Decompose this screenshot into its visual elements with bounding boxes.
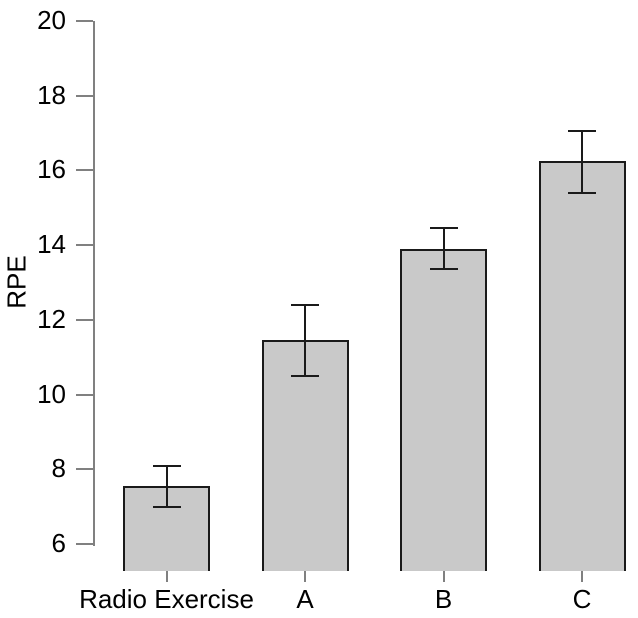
error-bar-cap-top-a — [291, 303, 319, 306]
y-axis-tick — [76, 169, 93, 172]
error-bar-line-b — [442, 228, 445, 270]
x-axis-tick-c — [581, 571, 583, 582]
error-bar-line-radio-exercise — [165, 465, 168, 507]
bar-a — [261, 340, 349, 571]
y-axis-tick — [76, 318, 93, 321]
y-axis-tick-label: 16 — [37, 154, 66, 185]
y-axis-tick-label: 8 — [51, 453, 66, 484]
x-axis-label-c: C — [572, 584, 592, 614]
error-bar-cap-top-radio-exercise — [152, 464, 181, 467]
error-bar-cap-bottom-c — [568, 191, 596, 194]
y-axis-tick-label: 20 — [37, 4, 66, 35]
y-axis-line — [93, 21, 95, 546]
error-bar-cap-bottom-a — [291, 374, 319, 377]
y-axis-tick — [76, 244, 93, 247]
error-bar-cap-top-c — [568, 130, 596, 133]
x-axis-label-radio-exercise: Radio Exercise — [79, 584, 254, 614]
x-axis-label-a: A — [296, 584, 314, 614]
error-bar-cap-bottom-b — [429, 268, 458, 271]
y-axis-tick — [76, 94, 93, 97]
y-axis-tick-label: 12 — [37, 303, 66, 334]
y-axis-tick — [76, 20, 93, 22]
y-axis-tick-label: 14 — [37, 229, 66, 260]
error-bar-line-c — [581, 131, 583, 193]
y-axis-tick — [76, 393, 93, 396]
y-axis-tick-label: 6 — [51, 527, 66, 558]
bar-b — [400, 248, 487, 571]
x-axis-tick-radio-exercise — [165, 571, 168, 582]
x-axis-tick-b — [442, 571, 445, 582]
y-axis-tick-label: 18 — [37, 79, 66, 110]
y-axis-tick-label: 10 — [37, 378, 66, 409]
bar-c — [538, 161, 626, 571]
y-axis-tick — [76, 468, 93, 471]
error-bar-cap-bottom-radio-exercise — [152, 505, 181, 508]
x-axis-label-b: B — [434, 584, 453, 614]
error-bar-line-a — [304, 304, 306, 376]
error-bar-cap-top-b — [429, 227, 458, 230]
y-axis-tick — [76, 543, 93, 545]
x-axis-tick-a — [304, 571, 306, 582]
